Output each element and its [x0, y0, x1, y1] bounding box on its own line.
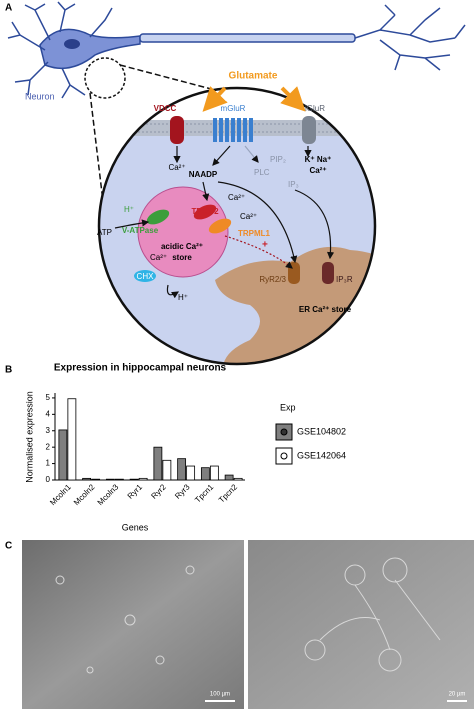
bar: [233, 477, 243, 481]
bar: [153, 446, 163, 481]
y-axis-label: Normalised expression: [24, 391, 34, 483]
label: Ca²⁺: [228, 193, 245, 202]
label: Ca²⁺: [309, 166, 326, 175]
bar: [129, 478, 139, 481]
bar: [114, 478, 124, 481]
legend-label: GSE104802: [297, 426, 346, 436]
micrograph-texture: [55, 557, 441, 674]
x-tick-label: Ryr1: [126, 482, 145, 501]
bar: [67, 398, 77, 481]
label: iGluR: [305, 104, 325, 113]
x-axis-label: Genes: [122, 522, 149, 532]
cell-outline: [97, 86, 377, 366]
label: store: [172, 253, 192, 262]
label: K⁺ Na⁺: [305, 155, 332, 164]
y-tick-label: 2: [46, 442, 51, 451]
bar: [91, 478, 101, 481]
proteins: [134, 116, 334, 284]
label: IP₃: [288, 180, 299, 189]
x-tick-label: Tpcn1: [193, 482, 215, 504]
legend-label: GSE142064: [297, 450, 346, 460]
panel-label: B: [5, 365, 12, 376]
bar: [177, 458, 187, 481]
legend-dot: [280, 428, 288, 436]
label: TPC1/2: [191, 207, 219, 216]
label: Glutamate: [229, 71, 278, 82]
label: RyR2/3: [259, 275, 286, 284]
y-tick-label: 5: [46, 393, 51, 402]
bar: [209, 465, 219, 481]
chart-title: Expression in hippocampal neurons: [54, 363, 227, 374]
y-tick-label: 3: [46, 426, 51, 435]
bar: [82, 477, 92, 481]
label: TRPML1: [238, 229, 271, 238]
bar: [224, 474, 234, 481]
x-tick-label: Mcoln2: [72, 482, 97, 507]
bar: [162, 459, 172, 481]
bar: [58, 429, 68, 481]
bar: [200, 467, 210, 481]
x-tick-label: Mcoln1: [48, 482, 73, 507]
cell-labels: Glutamate VDCC mGluR iGluR Ca²⁺ K⁺ Na⁺ C…: [97, 71, 353, 314]
label: VDCC: [154, 104, 177, 113]
neuron-label: Neuron: [25, 91, 55, 101]
bar: [186, 465, 196, 481]
x-tick-label: Ryr3: [173, 482, 192, 501]
label: H⁺: [178, 293, 188, 302]
bar: [105, 478, 115, 481]
bar: [138, 477, 148, 481]
label: PLC: [254, 168, 270, 177]
panel-label: A: [5, 3, 12, 14]
neuron-drawing: [7, 1, 466, 99]
x-tick-label: Ryr2: [149, 482, 168, 501]
legend-title: Exp: [280, 402, 296, 412]
panel-label: C: [5, 541, 12, 552]
scale-bar: [447, 700, 467, 702]
scale-bar: [205, 700, 235, 702]
y-tick-label: 1: [46, 459, 51, 468]
label: NAADP: [189, 170, 218, 179]
scale-label: 100 µm: [210, 692, 230, 698]
label: Ca²⁺: [240, 212, 257, 221]
micrograph: [248, 540, 474, 709]
label: ER Ca²⁺ store: [299, 305, 352, 314]
label: PIP₂: [270, 155, 286, 164]
scale-label: 20 µm: [449, 692, 466, 698]
x-tick-label: Mcoln3: [96, 482, 121, 507]
label: ATP: [97, 228, 112, 237]
label: +: [262, 240, 268, 251]
arrows: [114, 86, 335, 299]
legend-dot: [280, 452, 288, 460]
label: acidic Ca²⁺: [161, 242, 203, 251]
label: H⁺: [124, 205, 134, 214]
y-tick-label: 0: [46, 475, 51, 484]
label: CHX: [137, 272, 155, 281]
label: V-ATPase: [122, 226, 159, 235]
y-tick-label: 4: [46, 409, 51, 418]
label: Ca²⁺: [168, 163, 185, 172]
x-tick-label: Tpcn2: [217, 482, 239, 504]
label: mGluR: [221, 104, 246, 113]
label: Ca²⁺: [150, 253, 167, 262]
zoom-circle: [84, 57, 126, 99]
label: IP₃R: [336, 275, 353, 284]
